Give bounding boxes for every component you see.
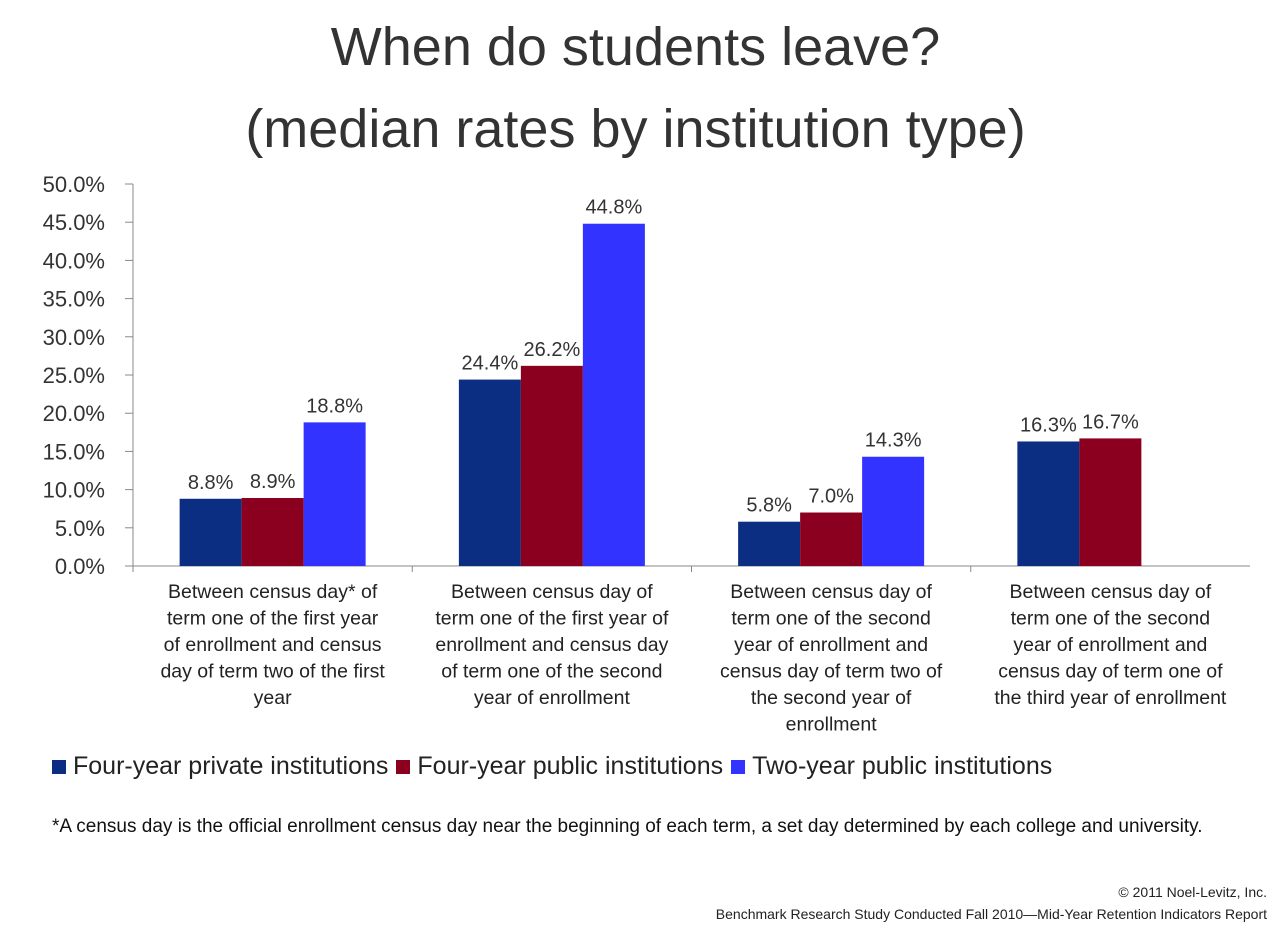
y-tick-label: 40.0% <box>43 248 105 273</box>
bar-1-1 <box>179 498 242 566</box>
bar-3-3 <box>862 456 925 566</box>
y-tick-label: 50.0% <box>43 172 105 197</box>
y-tick-label: 30.0% <box>43 325 105 350</box>
chart-title-line2: (median rates by institution type) <box>245 99 1026 159</box>
source-note: Benchmark Research Study Conducted Fall … <box>715 906 1267 922</box>
legend-item: Two-year public institutions <box>731 752 1052 781</box>
legend-item: Four-year public institutions <box>396 752 723 781</box>
legend-swatch <box>52 759 66 774</box>
x-category-label: year of enrollment <box>474 687 631 709</box>
y-tick-label: 10.0% <box>43 478 105 503</box>
footnote: *A census day is the official enrollment… <box>52 816 1203 837</box>
x-category-label: census day of term two of <box>720 661 943 683</box>
data-label: 16.7% <box>1082 411 1139 433</box>
x-category-label: Between census day of <box>451 581 653 603</box>
x-category-label: Between census day of <box>1010 581 1212 603</box>
bar-2-1 <box>241 498 304 566</box>
bar-1-3 <box>738 521 801 566</box>
x-category-label: term one of the second <box>731 608 930 630</box>
x-category-label: of enrollment and census <box>164 634 382 656</box>
legend-swatch <box>396 759 411 774</box>
data-label: 26.2% <box>524 339 581 361</box>
bar-1-4 <box>1017 441 1080 566</box>
bar-2-2 <box>520 365 583 566</box>
data-label: 7.0% <box>808 486 854 508</box>
bar-2-4 <box>1079 438 1142 566</box>
x-category-label: year <box>254 687 292 709</box>
legend-swatch <box>731 759 746 774</box>
x-category-label: Between census day* of <box>168 581 378 603</box>
bar-2-3 <box>800 512 863 566</box>
y-tick-label: 15.0% <box>43 439 105 464</box>
chart-title-line1: When do students leave? <box>330 17 941 77</box>
x-category-label: enrollment <box>786 714 878 736</box>
x-category-label: census day of term one of <box>998 661 1223 683</box>
bar-3-1 <box>303 422 366 566</box>
x-category-label: enrollment and census day <box>435 634 668 656</box>
y-tick-label: 5.0% <box>55 516 105 541</box>
bar-3-2 <box>582 223 645 566</box>
x-category-label: the third year of enrollment <box>994 687 1227 709</box>
legend-item: Four-year private institutions <box>52 752 388 781</box>
data-label: 14.3% <box>865 430 922 452</box>
data-label: 24.4% <box>462 353 519 375</box>
x-category-label: day of term two of the first <box>160 661 385 683</box>
legend: Four-year private institutions Four-year … <box>52 752 1060 781</box>
y-tick-label: 0.0% <box>55 554 105 579</box>
data-label: 18.8% <box>306 395 363 417</box>
x-category-label: year of enrollment and <box>734 634 928 656</box>
data-label: 8.9% <box>250 471 296 493</box>
x-category-label: term one of the first year of <box>435 608 669 630</box>
bar-1-2 <box>458 379 521 566</box>
x-category-label: term one of the first year <box>167 608 379 630</box>
copyright: © 2011 Noel-Levitz, Inc. <box>1118 884 1267 900</box>
x-category-label: the second year of <box>751 687 912 709</box>
y-tick-label: 35.0% <box>43 287 105 312</box>
y-tick-label: 45.0% <box>43 210 105 235</box>
data-label: 44.8% <box>586 197 643 219</box>
legend-label: Two-year public institutions <box>752 752 1053 780</box>
x-category-label: year of enrollment and <box>1013 634 1207 656</box>
x-category-label: Between census day of <box>730 581 932 603</box>
data-label: 16.3% <box>1020 414 1077 436</box>
y-tick-label: 20.0% <box>43 401 105 426</box>
x-category-label: term one of the second <box>1011 608 1210 630</box>
legend-label: Four-year public institutions <box>417 752 724 780</box>
data-label: 5.8% <box>746 495 792 517</box>
y-tick-label: 25.0% <box>43 363 105 388</box>
data-label: 8.8% <box>188 472 234 494</box>
x-category-label: of term one of the second <box>441 661 662 683</box>
legend-label: Four-year private institutions <box>73 752 389 780</box>
